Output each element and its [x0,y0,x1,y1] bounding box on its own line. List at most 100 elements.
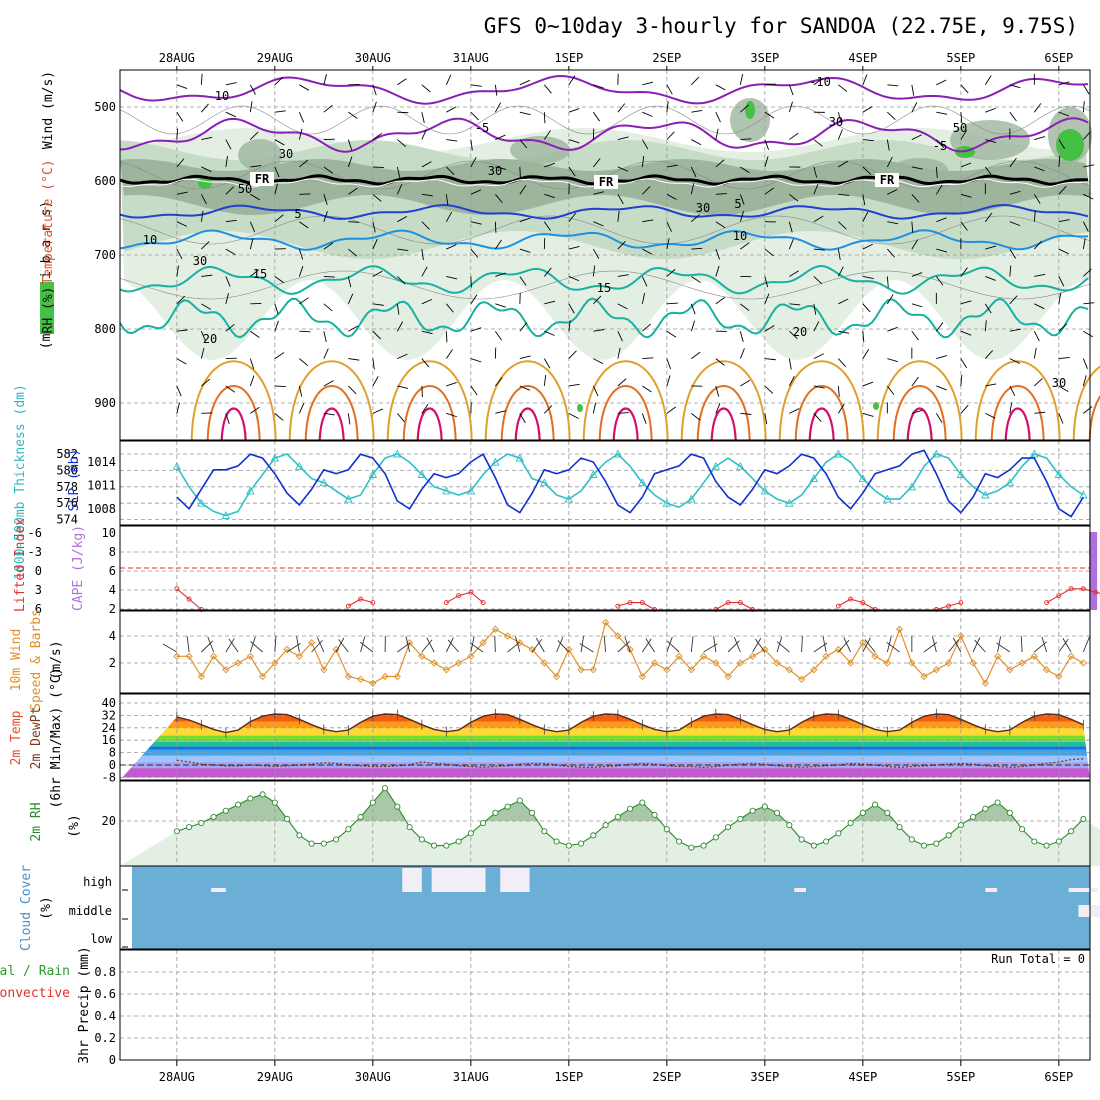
wind-barb [813,139,823,147]
wind-barb [1082,101,1085,113]
temp-tick-label: 16 [102,733,116,747]
rh2m-high-shade [120,788,1090,821]
wind-barb [715,248,721,260]
bottom-date-label: 6SEP [1044,1070,1073,1084]
isotherm-25-loop [1072,365,1100,441]
wind-barb [347,139,353,151]
wind10-barb [1020,635,1023,653]
wind-barb [323,194,328,205]
wind-barb [813,353,824,360]
wind-barb [176,221,187,227]
wind10-barb [733,636,741,653]
rh2m-point [835,830,842,837]
isotherm-30-loop [892,385,947,441]
thickness-point [834,449,843,458]
wind-barb [984,303,992,314]
wind-barb [911,303,923,308]
wind-speed-point [871,652,879,660]
wind-barb [1009,402,1013,414]
wind-barb [715,297,726,305]
wind-barb [421,193,433,197]
wind-barb [886,276,889,288]
rh-green-blob [873,402,879,410]
wind-barb [274,183,278,195]
li-point [725,600,731,606]
rh2m-point [1019,826,1026,833]
wind-barb [960,404,969,414]
wind-barb [617,412,629,414]
rh2m-point [271,799,278,806]
wind-barb [592,402,597,414]
wind-barb [1082,375,1087,387]
wind10-barb [579,643,594,653]
wind-barb [813,385,825,389]
wind-barb [985,276,996,281]
wind10-barb [421,639,433,653]
wind-barb [936,139,945,149]
top-date-label: 3SEP [750,51,779,65]
isotherm-35-loop [220,407,247,441]
wind-barb [446,381,457,387]
wind-speed-point [283,645,291,654]
rh2m-point [614,813,621,820]
temp-color-band [120,715,1090,722]
wind-speed-point [1042,666,1051,674]
isotherm-25-loop [680,360,767,441]
wind-barb [396,184,403,195]
wind-barb [298,385,303,397]
wind-barb [299,358,309,367]
wind-barb [789,132,799,140]
precip-label: 3hr Precip (mm) [77,946,92,1063]
wind-barb [274,166,280,178]
wind-barb [764,156,769,168]
cloud-clear-gap [1078,905,1100,917]
cape-bar [1089,532,1098,610]
wind-barb [887,248,896,258]
wind-barb [837,266,844,277]
rh2m-point [700,842,707,849]
contour-label: 30 [488,164,502,178]
wind-speed-point [883,659,891,667]
wind-barb [1083,330,1094,338]
wind-barb [935,322,944,332]
wind-barb [274,110,286,113]
temp-line [176,713,1084,734]
rh2m-tick-label: 20 [102,814,116,828]
li-point [345,603,351,609]
rh2m-point [529,809,536,816]
wind-barb [936,79,947,86]
wind-barb [470,276,472,288]
wind10-barb [752,638,762,653]
wind-speed-point [222,666,230,674]
li-tick-label: 3 [35,583,42,597]
wind10-barb [690,636,694,653]
wind-speed-point [418,652,426,660]
rh2m-point [737,815,744,823]
wind-barb [249,375,255,387]
wind-barb [372,303,384,306]
wind-barb [544,405,553,414]
wind-barb [323,276,335,278]
li-tick-label: -3 [28,545,42,559]
contour-label: 5 [294,207,301,221]
wind-barb [593,221,604,227]
wind-barb [886,385,895,396]
wind-barb [249,84,256,95]
wind-barb [838,84,848,92]
rh2m-point [173,828,180,835]
li-point [627,600,633,606]
rh2m-point [676,838,683,845]
wind-barb [299,330,311,333]
wind-barb [837,112,842,123]
rh2m-point [186,824,193,831]
wind-barb [470,327,482,332]
wind10-barb [617,640,631,653]
contour-label: 30 [279,147,293,161]
wind-barb [592,265,596,277]
wind10-barb [162,643,178,653]
rh2m-point [467,830,474,837]
wind-barb [740,242,750,250]
isotherm-30-loop [696,385,751,441]
wind10-barb [531,638,543,653]
wind-barb [176,158,185,168]
